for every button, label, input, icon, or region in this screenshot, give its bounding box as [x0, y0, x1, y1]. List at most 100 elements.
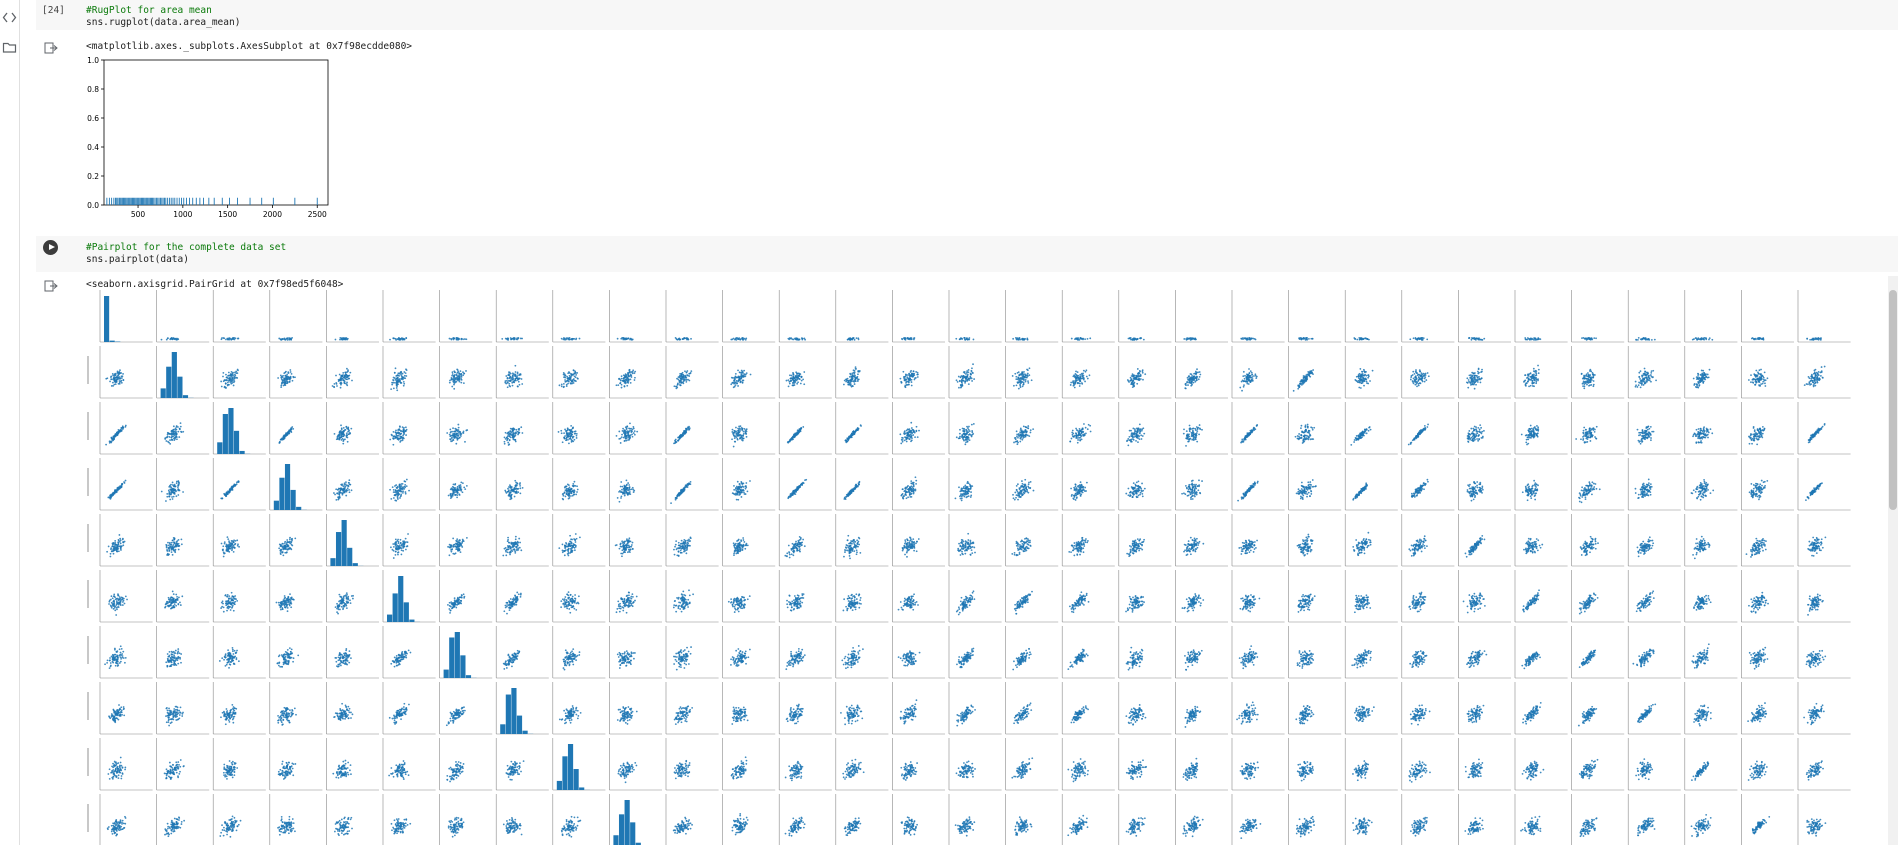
scatter-point	[573, 375, 576, 378]
scatter-point	[1137, 372, 1139, 375]
scatter-point	[174, 427, 177, 430]
y-tick-label: 1.0	[87, 56, 99, 65]
pairplot-panel-r1-c9	[609, 346, 662, 399]
scatter-point	[1360, 338, 1363, 341]
scatter-point	[1416, 385, 1418, 388]
scatter-point	[290, 338, 293, 341]
run-cell-button[interactable]	[43, 240, 58, 255]
scatter-point	[572, 373, 575, 376]
scatter-point	[1817, 379, 1820, 381]
scatter-point	[342, 371, 345, 374]
scatter-point	[573, 438, 576, 441]
scatter-point	[333, 432, 336, 435]
pairplot-panel-r1-c1	[156, 346, 210, 399]
scatter-point	[1758, 384, 1760, 386]
scatter-point	[223, 386, 226, 389]
scatter-point	[1533, 379, 1536, 382]
scatter-point	[1583, 387, 1586, 390]
scatter-point	[1078, 385, 1081, 387]
scatter-point	[288, 378, 291, 380]
code-brackets-icon[interactable]	[2, 10, 17, 25]
scatter-point	[798, 372, 801, 375]
scatter-point	[458, 436, 461, 439]
code-cell-pairplot[interactable]	[36, 236, 1898, 272]
histogram-bar	[182, 395, 189, 398]
scatter-point	[738, 375, 741, 378]
output-icon[interactable]	[44, 42, 58, 54]
pairplot-panel-r2-c3	[269, 402, 323, 455]
scatter-point	[904, 385, 907, 388]
scatter-point	[1419, 382, 1422, 385]
scatter-point	[1192, 381, 1195, 384]
scatter-point	[1589, 337, 1592, 340]
scatter-point	[1016, 338, 1018, 341]
scatter-point	[460, 378, 463, 381]
scatter-point	[1187, 436, 1189, 439]
scatter-point	[1085, 375, 1088, 378]
scatter-point	[737, 385, 739, 387]
folder-icon[interactable]	[2, 40, 17, 55]
scatter-point	[168, 432, 171, 435]
scatter-point	[904, 374, 907, 377]
scatter-point	[905, 429, 908, 432]
scatter-point	[797, 381, 799, 384]
scatter-point	[1647, 379, 1650, 381]
scatter-point	[1136, 429, 1139, 431]
scatter-point	[622, 378, 625, 380]
scatter-point	[225, 373, 227, 376]
scatter-point	[678, 376, 681, 379]
scatter-point	[506, 377, 509, 380]
scatter-point	[971, 433, 974, 436]
output-icon[interactable]	[44, 280, 58, 292]
scatter-point	[344, 438, 346, 441]
scatter-point	[687, 338, 690, 341]
scatter-point	[1534, 369, 1537, 372]
scatter-point	[792, 373, 795, 376]
scatter-point	[633, 433, 636, 436]
scatter-point	[393, 371, 396, 374]
scatter-point	[1426, 338, 1429, 341]
scatter-point	[456, 376, 459, 379]
scatter-point	[1692, 377, 1695, 380]
scatter-point	[1754, 378, 1757, 381]
scatter-point	[741, 371, 744, 374]
scatter-point	[684, 429, 687, 432]
scatter-point	[397, 428, 400, 431]
scatter-point	[234, 337, 237, 340]
scatter-point	[1023, 373, 1025, 376]
scatter-point	[1086, 377, 1089, 380]
pairplot-panel-r1-c12	[778, 346, 832, 399]
scatter-point	[1141, 369, 1144, 372]
scatter-point	[397, 378, 400, 381]
scatter-point	[229, 377, 232, 380]
scatter-point	[1650, 370, 1653, 373]
scatter-point	[120, 377, 123, 379]
scatter-point	[1141, 371, 1144, 374]
scatter-point	[965, 338, 968, 340]
scatter-point	[503, 436, 506, 439]
scatter-point	[673, 385, 676, 388]
scatter-point	[1751, 381, 1754, 384]
scatter-point	[632, 432, 635, 434]
pairplot-panel-r1-c28	[1684, 346, 1738, 399]
scatter-point	[341, 338, 344, 341]
scatter-point	[1758, 337, 1761, 340]
scatter-point	[911, 375, 914, 378]
scatter-point	[519, 373, 522, 375]
scatter-point	[857, 378, 859, 381]
scatter-point	[789, 337, 792, 340]
scatter-point	[232, 381, 235, 384]
scatter-point	[745, 429, 747, 431]
pairplot-panel-r1-c8	[552, 346, 606, 399]
code-cell-rugplot[interactable]	[36, 0, 1898, 30]
scatter-point	[176, 438, 178, 441]
scatter-point	[346, 381, 348, 384]
scatter-point	[1483, 337, 1486, 340]
scatter-point	[454, 433, 456, 436]
scatter-point	[558, 384, 561, 387]
scatter-point	[743, 373, 746, 376]
scatter-point	[1537, 368, 1540, 371]
scatter-point	[514, 364, 517, 367]
pairplot-panel-r1-c5	[382, 346, 436, 399]
scatter-point	[1537, 364, 1539, 367]
